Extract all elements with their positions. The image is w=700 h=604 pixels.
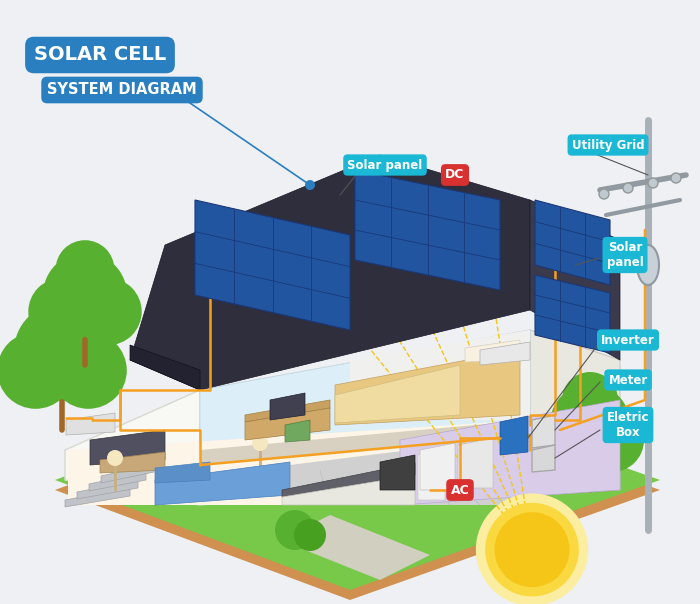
Polygon shape xyxy=(66,413,115,435)
Polygon shape xyxy=(65,390,200,505)
Text: Eletric
Box: Eletric Box xyxy=(607,411,650,439)
Text: SYSTEM DIAGRAM: SYSTEM DIAGRAM xyxy=(47,83,197,97)
Circle shape xyxy=(305,180,315,190)
Polygon shape xyxy=(285,420,310,442)
Circle shape xyxy=(648,178,658,188)
Polygon shape xyxy=(65,488,130,507)
Circle shape xyxy=(550,384,630,464)
Circle shape xyxy=(50,332,127,409)
Circle shape xyxy=(623,183,633,193)
Polygon shape xyxy=(130,155,530,390)
Circle shape xyxy=(536,408,600,472)
Text: Solar
panel: Solar panel xyxy=(607,241,643,269)
Polygon shape xyxy=(155,462,210,483)
Polygon shape xyxy=(270,393,305,420)
Text: Inverter: Inverter xyxy=(601,333,655,347)
Polygon shape xyxy=(155,462,290,505)
Polygon shape xyxy=(290,435,530,505)
Circle shape xyxy=(107,450,123,466)
Polygon shape xyxy=(68,420,530,505)
Circle shape xyxy=(580,408,644,472)
Circle shape xyxy=(671,173,681,183)
Polygon shape xyxy=(480,342,530,365)
Polygon shape xyxy=(245,400,330,422)
Text: SOLAR CELL: SOLAR CELL xyxy=(34,45,166,65)
Polygon shape xyxy=(535,200,610,285)
Polygon shape xyxy=(335,365,460,423)
Polygon shape xyxy=(90,430,165,465)
Circle shape xyxy=(294,519,326,551)
Polygon shape xyxy=(77,480,138,499)
Circle shape xyxy=(476,493,588,604)
Circle shape xyxy=(562,372,618,428)
Text: Utility Grid: Utility Grid xyxy=(572,138,644,152)
Polygon shape xyxy=(400,400,620,505)
Polygon shape xyxy=(282,463,415,497)
Circle shape xyxy=(55,240,114,299)
Polygon shape xyxy=(350,330,530,420)
Text: AC: AC xyxy=(451,483,470,496)
Circle shape xyxy=(14,303,110,399)
Polygon shape xyxy=(500,416,528,455)
Polygon shape xyxy=(200,330,530,505)
Polygon shape xyxy=(418,449,445,500)
Text: Meter: Meter xyxy=(608,373,648,387)
Polygon shape xyxy=(130,345,200,390)
Circle shape xyxy=(495,512,569,587)
Circle shape xyxy=(43,253,127,337)
Polygon shape xyxy=(101,464,154,483)
Polygon shape xyxy=(89,472,146,491)
Polygon shape xyxy=(282,475,415,505)
Circle shape xyxy=(599,189,609,199)
Polygon shape xyxy=(355,170,500,290)
Polygon shape xyxy=(200,420,530,465)
Polygon shape xyxy=(100,452,165,473)
Polygon shape xyxy=(55,380,660,600)
Polygon shape xyxy=(532,445,555,472)
Polygon shape xyxy=(535,275,610,353)
Circle shape xyxy=(275,510,315,550)
Polygon shape xyxy=(530,330,620,490)
Circle shape xyxy=(485,503,579,596)
Circle shape xyxy=(28,278,95,345)
Polygon shape xyxy=(420,443,455,490)
Circle shape xyxy=(0,332,74,409)
Polygon shape xyxy=(465,340,520,362)
Circle shape xyxy=(74,278,141,345)
Polygon shape xyxy=(245,408,330,440)
Polygon shape xyxy=(335,350,520,425)
Polygon shape xyxy=(200,330,530,450)
Polygon shape xyxy=(380,455,415,490)
Polygon shape xyxy=(458,438,493,488)
Text: Solar panel: Solar panel xyxy=(347,158,423,172)
Ellipse shape xyxy=(637,245,659,285)
Text: DC: DC xyxy=(445,169,465,181)
Polygon shape xyxy=(280,515,430,580)
Polygon shape xyxy=(55,370,660,590)
Circle shape xyxy=(252,435,268,451)
Polygon shape xyxy=(530,200,620,360)
Polygon shape xyxy=(195,200,350,330)
Circle shape xyxy=(29,289,96,356)
Polygon shape xyxy=(532,415,555,448)
